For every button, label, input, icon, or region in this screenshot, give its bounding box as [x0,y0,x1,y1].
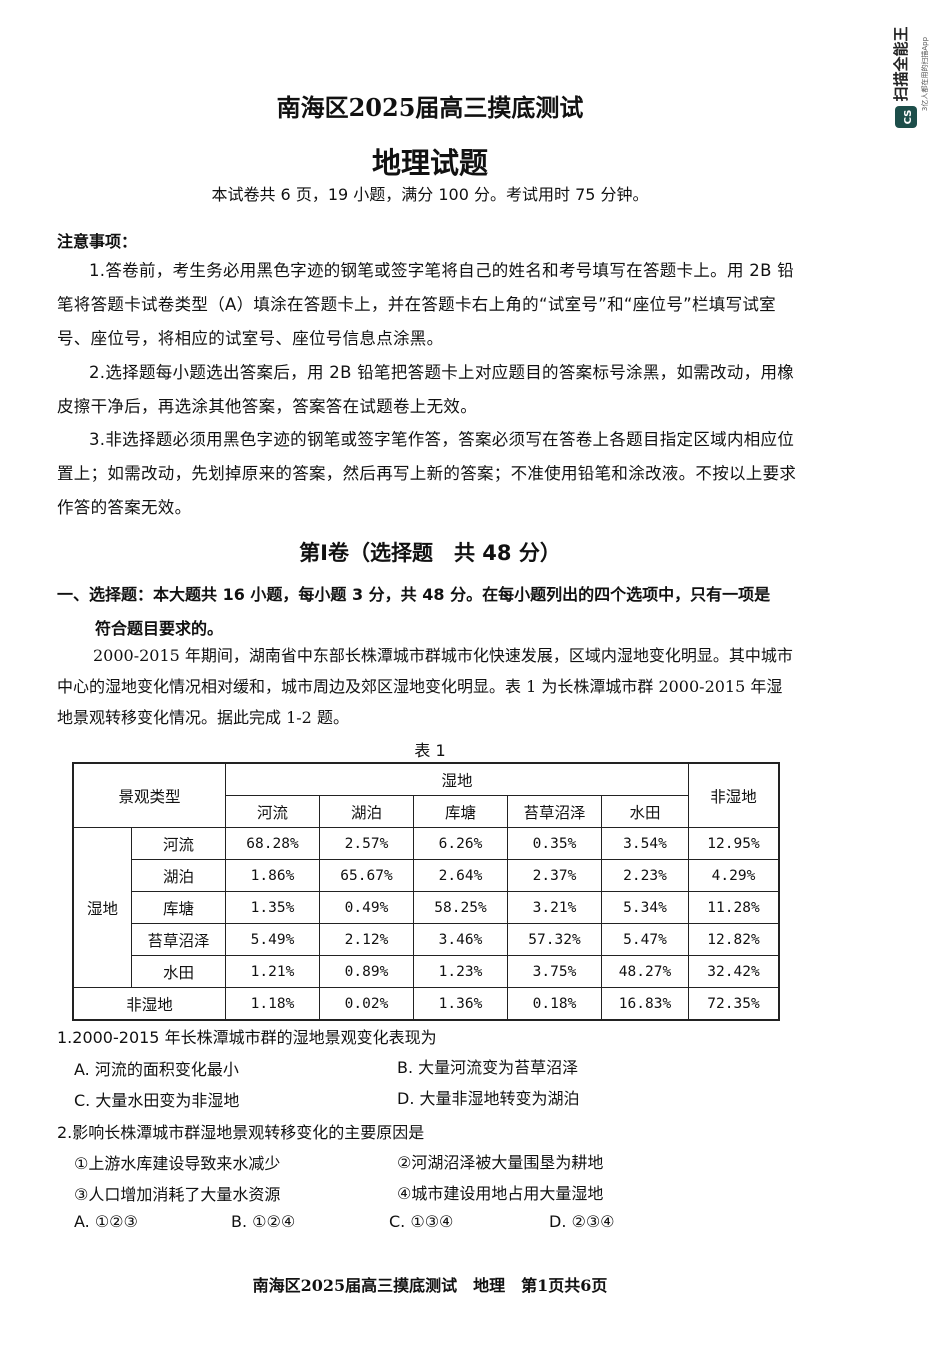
row-label: 苔草沼泽 [131,923,226,956]
table-cell: 72.35% [688,987,780,1021]
exam-title: 南海区2025届高三摸底测试 [276,93,584,122]
table-cell: 5.47% [601,923,689,956]
row-group-wetland: 湿地 [72,827,132,988]
table-cell: 3.21% [507,891,602,924]
table-cell: 1.18% [225,987,320,1021]
note-item-1: 1.答卷前，考生务必用黑色字迹的钢笔或签字笔将自己的姓名和考号填写在答题卡上。用… [57,261,795,348]
table-cell: 12.82% [688,923,780,956]
table-cell: 1.21% [225,955,320,988]
table-cell: 2.23% [601,859,689,892]
passage: 2000-2015 年期间，湖南省中东部长株潭城市群城市化快速发展，区域内湿地变… [57,646,793,727]
table-cell: 2.64% [413,859,508,892]
table-cell: 3.54% [601,827,689,860]
table-cell: 2.37% [507,859,602,892]
table-cell: 68.28% [225,827,320,860]
scanner-watermark-logo: CS 扫描全能王 3亿人都在用的扫描App [892,14,937,132]
q2-statement-2: ②河湖沼泽被大量围垦为耕地 [397,1153,604,1172]
table-cell: 58.25% [413,891,508,924]
table-cell: 0.49% [319,891,414,924]
header-nonwetland: 非湿地 [688,762,780,828]
row-label: 非湿地 [72,987,226,1021]
table-cell: 16.83% [601,987,689,1021]
row-label: 水田 [131,955,226,988]
col-header: 苔草沼泽 [507,795,602,828]
table-cell: 57.32% [507,923,602,956]
table-cell: 0.02% [319,987,414,1021]
table-cell: 65.67% [319,859,414,892]
note-item-3: 3.非选择题必须用黑色字迹的钢笔或签字笔作答，答案必须写在答卷上各题目指定区域内… [57,430,797,517]
row-label: 河流 [131,827,226,860]
table-cell: 5.34% [601,891,689,924]
header-wetland: 湿地 [225,762,689,796]
q1-option-d: D. 大量非湿地转变为湖泊 [397,1089,580,1108]
exam-info: 本试卷共 6 页，19 小题，满分 100 分。考试用时 75 分钟。 [211,185,649,204]
row-label: 库塘 [131,891,226,924]
svg-text:扫描全能王: 扫描全能王 [893,26,910,101]
table-cell: 12.95% [688,827,780,860]
notes-heading: 注意事项： [57,232,138,251]
table-cell: 2.12% [319,923,414,956]
svg-text:CS: CS [903,110,914,125]
section-instruction: 一、选择题：本大题共 16 小题，每小题 3 分，共 48 分。在每小题列出的四… [57,578,797,646]
table-cell: 3.75% [507,955,602,988]
table-row: 库塘 1.35% 0.49% 58.25% 3.21% 5.34% 11.28% [73,891,780,924]
question-1-stem: 1.2000-2015 年长株潭城市群的湿地景观变化表现为 [57,1028,437,1047]
q2-option-b: B. ①②④ [231,1212,296,1231]
table-row: 水田 1.21% 0.89% 1.23% 3.75% 48.27% 32.42% [73,955,780,988]
question-2-stem: 2.影响长株潭城市群湿地景观转移变化的主要原因是 [57,1123,425,1142]
col-header: 湖泊 [319,795,414,828]
table-cell: 0.18% [507,987,602,1021]
note-item-2: 2.选择题每小题选出答案后，用 2B 铅笔把答题卡上对应题目的答案标号涂黑，如需… [57,363,795,416]
q2-option-a: A. ①②③ [74,1212,138,1231]
table-cell: 1.36% [413,987,508,1021]
q2-statement-4: ④城市建设用地占用大量湿地 [397,1184,604,1203]
table-corner: 景观类型 [72,762,226,828]
table-row: 湿地 河流 68.28% 2.57% 6.26% 0.35% 3.54% 12.95% [72,827,780,988]
table-cell: 5.49% [225,923,320,956]
q2-option-c: C. ①③④ [389,1212,454,1231]
table-cell: 48.27% [601,955,689,988]
table-cell: 1.86% [225,859,320,892]
table-cell: 32.42% [688,955,780,988]
table-cell: 2.57% [319,827,414,860]
table-cell: 11.28% [688,891,780,924]
table-cell: 3.46% [413,923,508,956]
q2-statement-3: ③人口增加消耗了大量水资源 [74,1185,281,1204]
svg-text:3亿人都在用的扫描App: 3亿人都在用的扫描App [920,36,929,111]
col-header: 水田 [601,795,689,828]
q1-option-c: C. 大量水田变为非湿地 [74,1091,240,1110]
row-label: 湖泊 [131,859,226,892]
page-footer: 南海区2025届高三摸底测试 地理 第1页共6页 [252,1276,608,1295]
col-header: 库塘 [413,795,508,828]
table-row: 苔草沼泽 5.49% 2.12% 3.46% 57.32% 5.47% 12.82% [73,923,780,956]
subject-title: 地理试题 [371,146,488,180]
q2-option-d: D. ②③④ [549,1212,615,1231]
wetland-transfer-table: 景观类型 湿地 非湿地 河流 湖泊 库塘 苔草沼泽 水田 湿地 河流 68.28% 2… [72,762,780,1021]
table-cell: 1.23% [413,955,508,988]
q2-statement-1: ①上游水库建设导致来水减少 [74,1154,281,1173]
table-cell: 4.29% [688,859,780,892]
table-row: 湖泊 1.86% 65.67% 2.64% 2.37% 2.23% 4.29% [73,859,780,892]
table-caption: 表 1 [414,741,446,760]
table-cell: 1.35% [225,891,320,924]
q1-option-a: A. 河流的面积变化最小 [74,1060,239,1079]
table-row: 非湿地 1.18% 0.02% 1.36% 0.18% 16.83% 72.35% [72,987,780,1021]
table-cell: 6.26% [413,827,508,860]
section-title: 第Ⅰ卷（选择题 共 48 分） [299,541,561,565]
instruction-line-2: 符合题目要求的。 [95,619,224,638]
q1-option-b: B. 大量河流变为苔草沼泽 [397,1058,579,1077]
col-header: 河流 [225,795,320,828]
table-cell: 0.89% [319,955,414,988]
table-cell: 0.35% [507,827,602,860]
instruction-line-1: 一、选择题：本大题共 16 小题，每小题 3 分，共 48 分。在每小题列出的四… [57,585,771,604]
